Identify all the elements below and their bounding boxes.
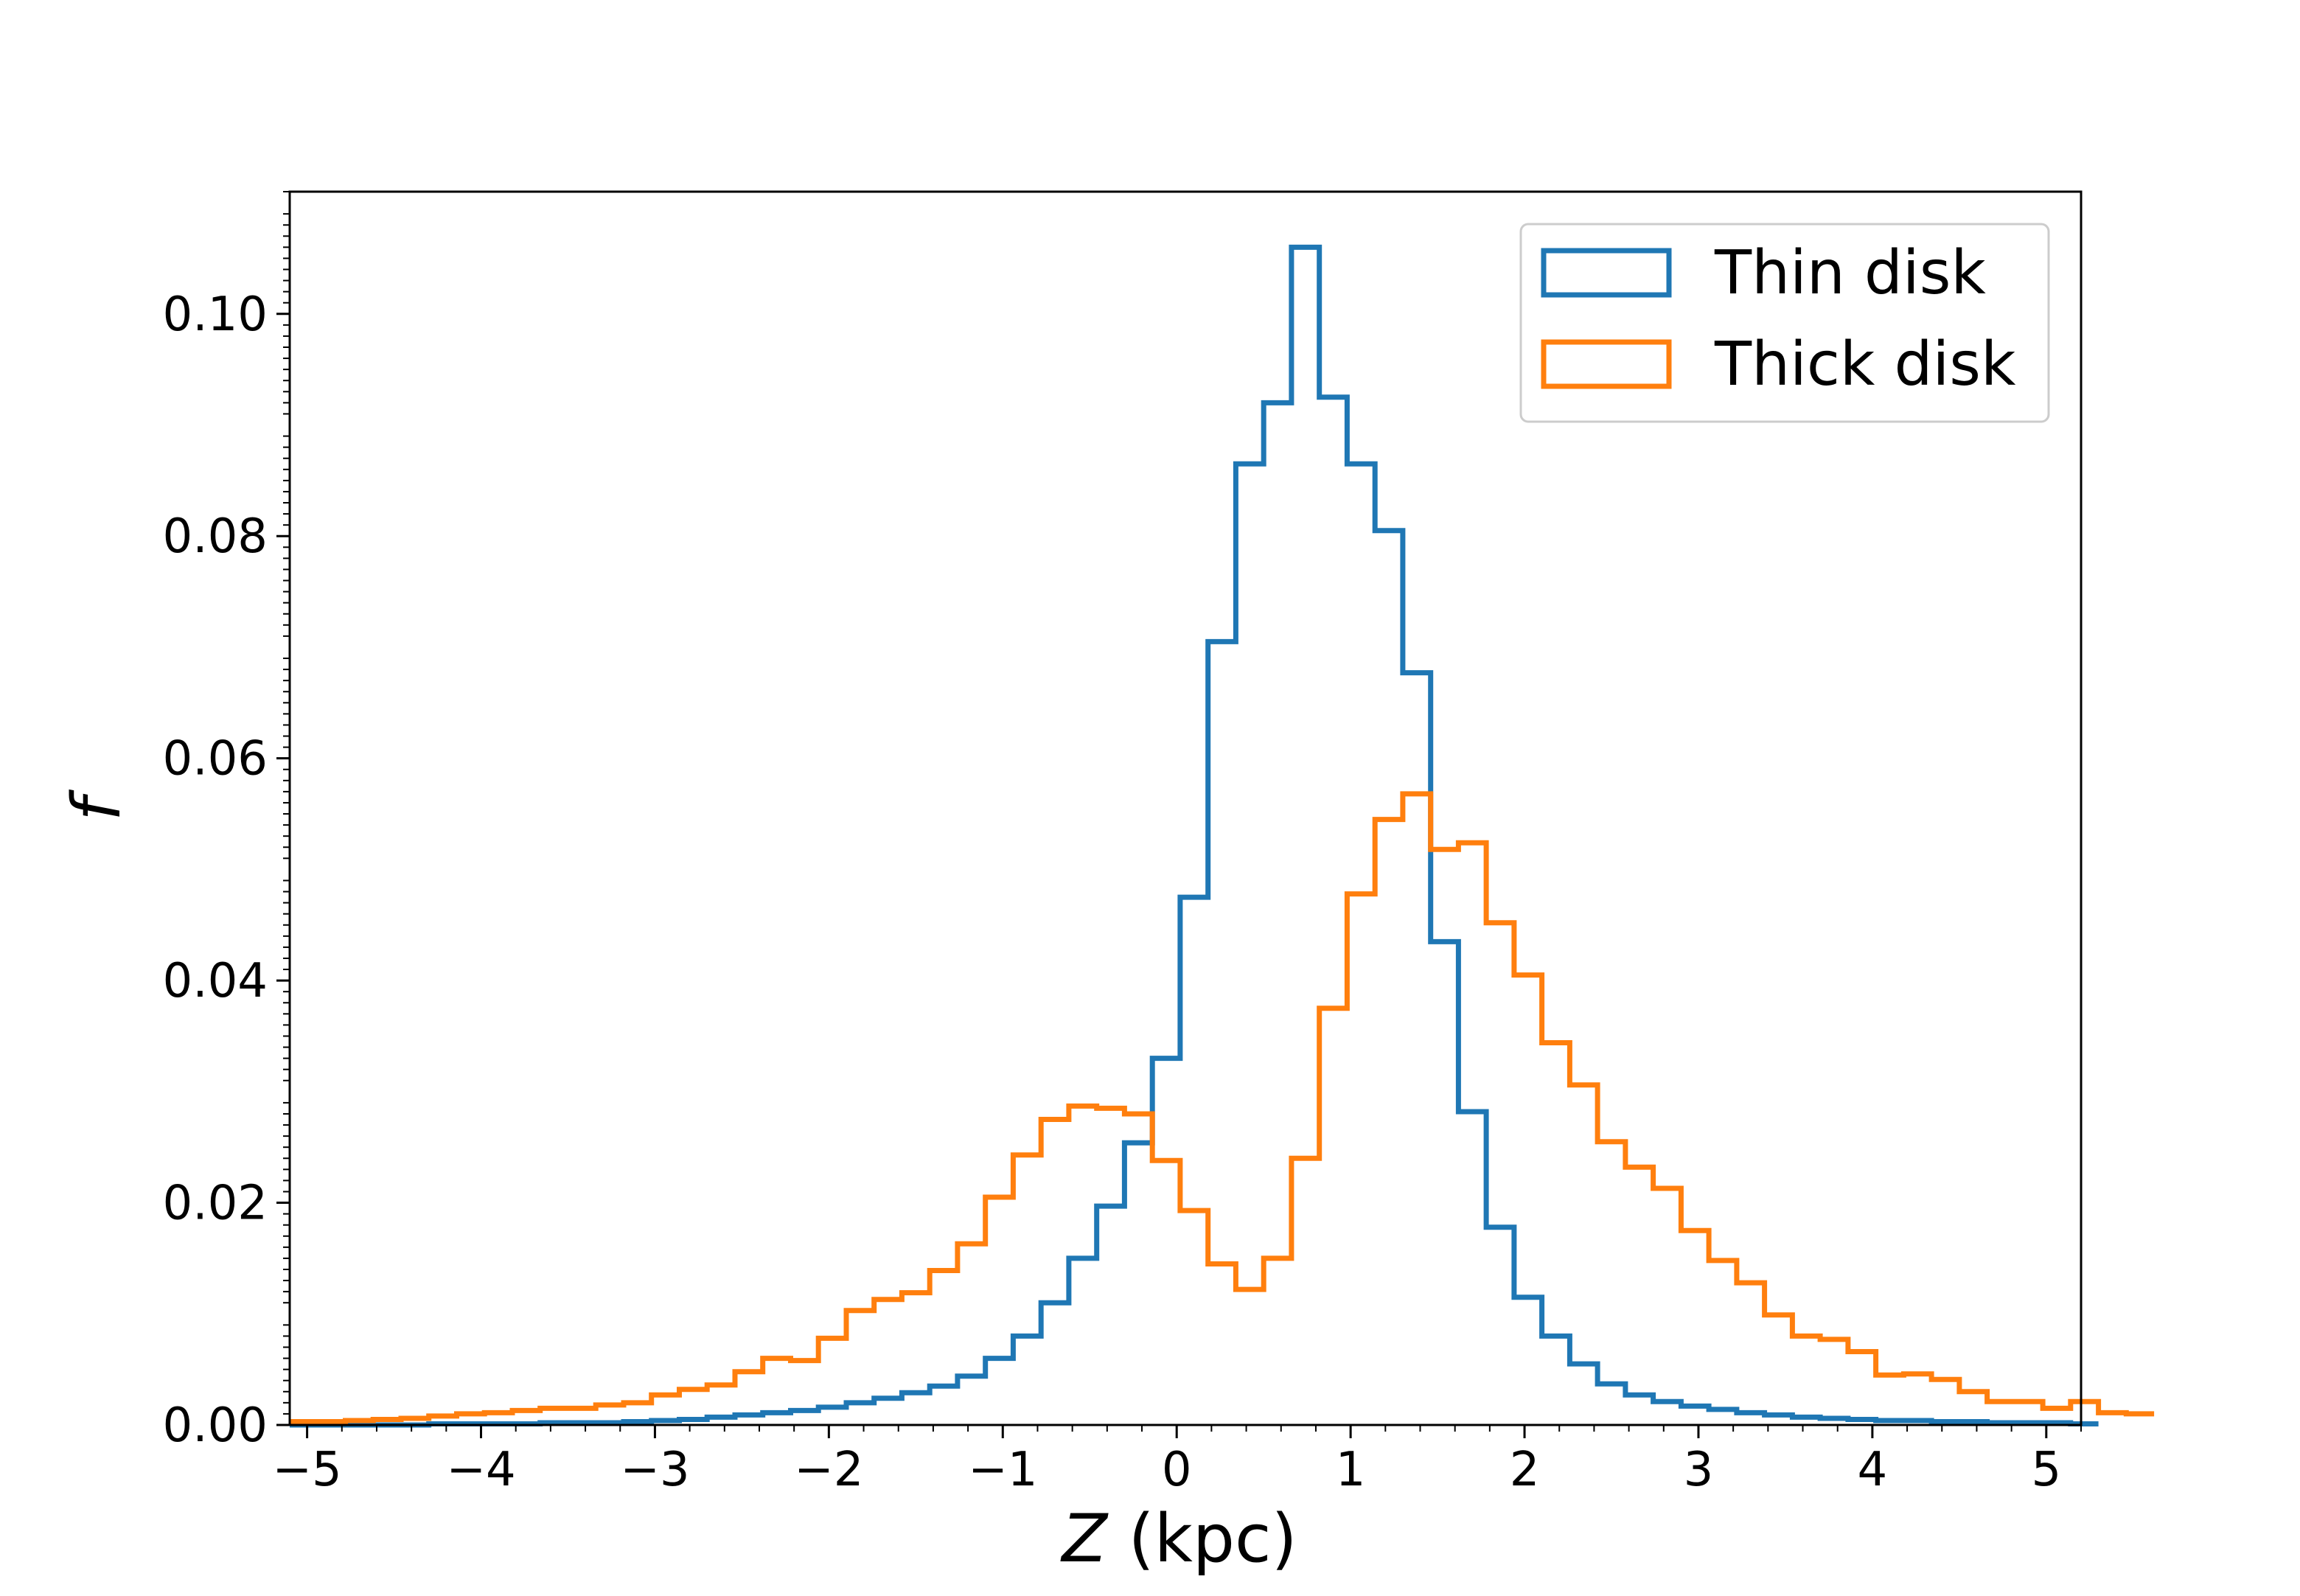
y-tick-label: 0.10 [163,288,268,342]
plot-frame [288,190,2083,1426]
series-thick-disk-step-line [290,791,2155,1424]
y-tick-label: 0.00 [163,1398,268,1453]
legend: Thin disk Thick disk [1519,223,2050,423]
legend-label-thin-disk: Thin disk [1714,238,1986,308]
x-tick-label: −5 [272,1443,341,1497]
x-tick-label: −3 [620,1443,689,1497]
legend-label-thick-disk: Thick disk [1714,330,2016,400]
y-tick-label: 0.08 [163,509,268,564]
y-axis-label: f [58,789,136,821]
legend-swatch-thick-disk [1541,339,1672,389]
series-layer [290,244,2155,1428]
ticks-layer: −5 −4 −3 −2 −1 0 1 2 3 4 5 0.00 0.02 0.04 0.06 0.08 0.10 [163,288,2062,1497]
x-tick-label: −4 [446,1443,515,1497]
y-tick-label: 0.04 [163,954,268,1008]
y-tick-label: 0.02 [163,1177,268,1231]
legend-swatch-thin-disk [1541,248,1672,298]
y-tick-label: 0.06 [163,732,268,787]
x-tick-label: 2 [1510,1443,1540,1497]
x-tick-label: 4 [1858,1443,1888,1497]
x-axis-label: Z (kpc) [1060,1500,1297,1578]
x-tick-label: −2 [794,1443,863,1497]
legend-box [1519,223,2050,423]
x-tick-label: 5 [2031,1443,2061,1497]
x-axis-label-var: Z [1060,1500,1109,1578]
x-tick-label: 1 [1336,1443,1366,1497]
x-tick-label: 0 [1162,1443,1192,1497]
x-tick-label: 3 [1684,1443,1714,1497]
x-axis-label-unit: (kpc) [1107,1500,1297,1578]
x-tick-label: −1 [968,1443,1037,1497]
series-thin-disk-step-line [290,244,2099,1428]
